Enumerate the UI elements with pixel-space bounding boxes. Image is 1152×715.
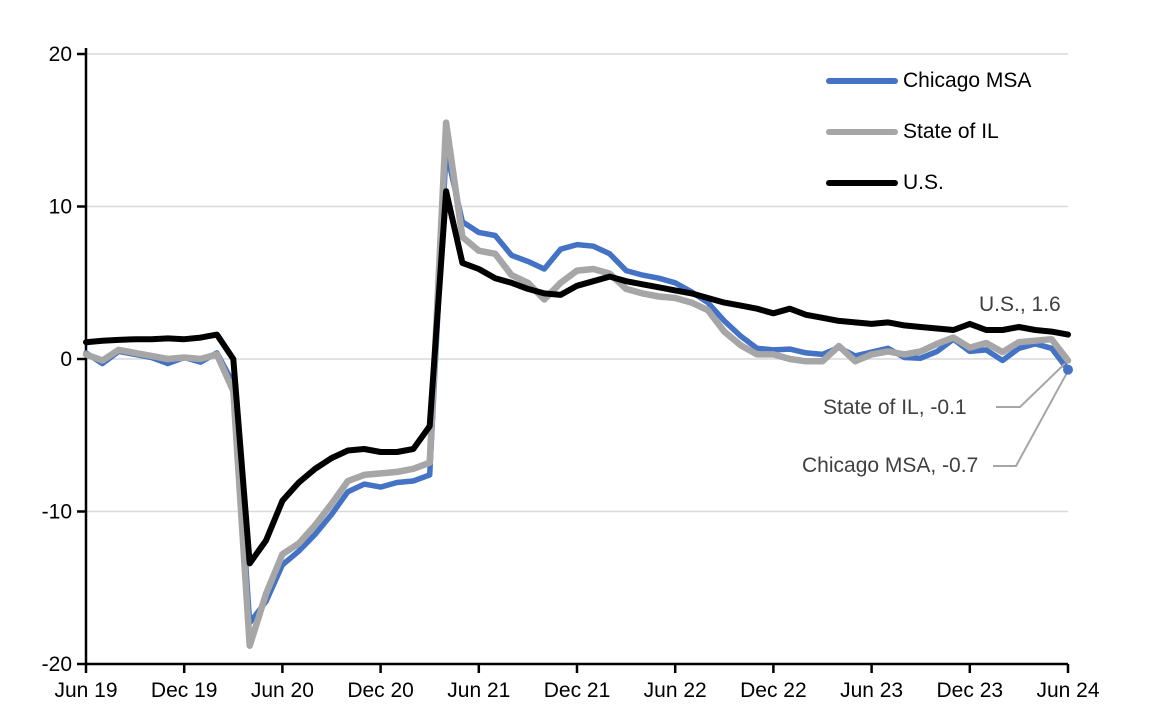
x-tick-label: Dec 23 xyxy=(937,679,1004,702)
x-tick-label: Dec 21 xyxy=(544,679,611,702)
annotation-us: U.S., 1.6 xyxy=(979,293,1061,316)
x-tick-label: Dec 22 xyxy=(740,679,807,702)
y-tick-label: 20 xyxy=(49,43,72,66)
legend-entry-u-s-: U.S. xyxy=(826,162,1031,203)
legend-swatch-state-of-il xyxy=(826,128,898,135)
legend-entry-state-of-il: State of IL xyxy=(826,111,1031,152)
annotation-chicago-msa: Chicago MSA, -0.7 xyxy=(802,454,979,477)
legend-entry-chicago-msa: Chicago MSA xyxy=(826,60,1031,101)
x-tick-label: Jun 21 xyxy=(447,679,510,702)
y-tick-label: -10 xyxy=(42,501,72,524)
x-tick-label: Jun 23 xyxy=(840,679,903,702)
y-tick-label: 0 xyxy=(60,348,72,371)
y-tick-label: -20 xyxy=(42,653,72,676)
legend: Chicago MSA State of IL U.S. xyxy=(826,60,1031,213)
legend-swatch-chicago-msa xyxy=(826,77,898,84)
leader-line-chicago-msa xyxy=(993,372,1068,467)
x-tick-label: Dec 20 xyxy=(347,679,414,702)
series-line-u-s- xyxy=(83,188,1071,567)
x-tick-label: Jun 20 xyxy=(251,679,314,702)
series-line-state-of-il xyxy=(82,119,1072,649)
x-tick-label: Jun 22 xyxy=(644,679,707,702)
annotation-state-of-il: State of IL, -0.1 xyxy=(823,396,967,419)
leader-line-state-of-il xyxy=(996,362,1066,408)
x-tick-label: Jun 19 xyxy=(54,679,117,702)
legend-label-chicago-msa: Chicago MSA xyxy=(903,68,1032,92)
chicago-msa-endpoint-marker xyxy=(1063,364,1073,375)
legend-label-u-s-: U.S. xyxy=(903,170,944,194)
legend-swatch-u-s- xyxy=(826,179,898,186)
x-tick-label: Dec 19 xyxy=(151,679,218,702)
legend-label-state-of-il: State of IL xyxy=(903,119,999,143)
y-tick-label: 10 xyxy=(49,196,72,219)
x-tick-label: Jun 24 xyxy=(1036,679,1099,702)
